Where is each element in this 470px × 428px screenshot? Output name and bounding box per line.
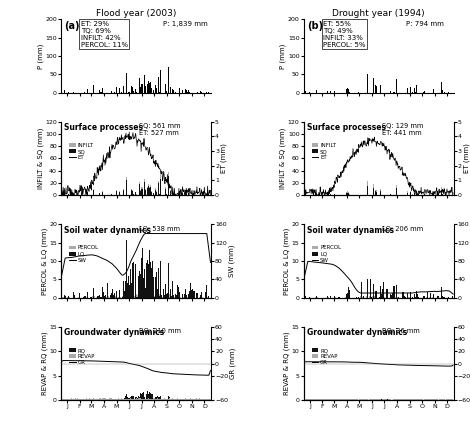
Text: LQ: 538 mm: LQ: 538 mm [139,226,180,232]
Y-axis label: PERCOL & LQ (mm): PERCOL & LQ (mm) [284,227,290,295]
Text: P: 794 mm: P: 794 mm [406,21,444,27]
Text: Soil water dynamics: Soil water dynamics [307,226,394,235]
Y-axis label: REVAP & RQ (mm): REVAP & RQ (mm) [41,332,48,395]
Y-axis label: P (mm): P (mm) [280,43,286,68]
Text: ET: 55%
TQ: 49%
INFILT: 33%
PERCOL: 5%: ET: 55% TQ: 49% INFILT: 33% PERCOL: 5% [323,21,366,48]
Text: Groundwater dynamics: Groundwater dynamics [307,328,407,337]
Legend: INFILT, SQ, ET: INFILT, SQ, ET [67,141,96,162]
Text: Groundwater dynamics: Groundwater dynamics [64,328,164,337]
Legend: INFILT, SQ, ET: INFILT, SQ, ET [310,141,338,162]
Title: Flood year (2003): Flood year (2003) [96,9,176,18]
Text: (a): (a) [64,21,79,31]
Y-axis label: GR (mm): GR (mm) [229,348,236,379]
Y-axis label: ET (mm): ET (mm) [220,143,227,173]
Text: ET: 29%
TQ: 69%
INFILT: 42%
PERCOL: 11%: ET: 29% TQ: 69% INFILT: 42% PERCOL: 11% [80,21,128,48]
Y-axis label: INFILT & SQ (mm): INFILT & SQ (mm) [280,128,286,189]
Text: SQ: 561 mm
ET: 527 mm: SQ: 561 mm ET: 527 mm [139,123,180,136]
Title: Drought year (1994): Drought year (1994) [332,9,425,18]
Text: RQ: 210 mm: RQ: 210 mm [139,328,181,334]
Legend: RQ, REVAP, GR: RQ, REVAP, GR [310,346,340,368]
Legend: RQ, REVAP, GR: RQ, REVAP, GR [67,346,97,368]
Y-axis label: SW (mm): SW (mm) [228,245,235,277]
Text: (b): (b) [307,21,323,31]
Legend: PERCOL, LQ, SW: PERCOL, LQ, SW [310,243,344,265]
Y-axis label: INFILT & SQ (mm): INFILT & SQ (mm) [37,128,44,189]
Y-axis label: PERCOL & LQ (mm): PERCOL & LQ (mm) [41,227,47,295]
Y-axis label: ET (mm): ET (mm) [463,143,470,173]
Text: Surface processes: Surface processes [64,123,143,132]
Text: Soil water dynamics: Soil water dynamics [64,226,151,235]
Text: LQ: 206 mm: LQ: 206 mm [382,226,423,232]
Text: RQ: 36 mm: RQ: 36 mm [382,328,419,334]
Text: SQ: 129 mm
ET: 441 mm: SQ: 129 mm ET: 441 mm [382,123,423,136]
Legend: PERCOL, LQ, SW: PERCOL, LQ, SW [67,243,101,265]
Y-axis label: P (mm): P (mm) [37,43,44,68]
Y-axis label: REVAP & RQ (mm): REVAP & RQ (mm) [284,332,290,395]
Text: Surface processes: Surface processes [307,123,386,132]
Text: P: 1,839 mm: P: 1,839 mm [163,21,208,27]
